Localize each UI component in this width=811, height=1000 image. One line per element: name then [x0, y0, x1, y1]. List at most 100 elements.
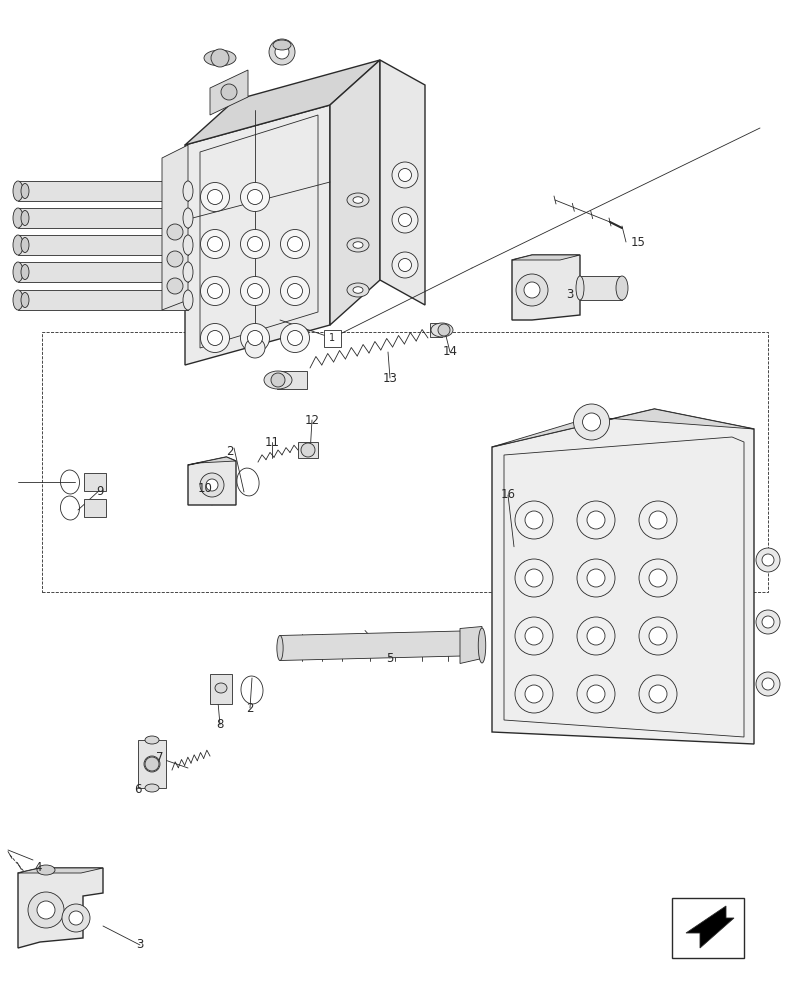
- Ellipse shape: [182, 290, 193, 310]
- Circle shape: [525, 511, 543, 529]
- Circle shape: [280, 276, 309, 306]
- Circle shape: [638, 501, 676, 539]
- Circle shape: [206, 479, 217, 491]
- Ellipse shape: [575, 276, 583, 300]
- Circle shape: [69, 911, 83, 925]
- Ellipse shape: [353, 242, 363, 248]
- Ellipse shape: [144, 756, 160, 772]
- Text: 7: 7: [156, 752, 164, 764]
- Polygon shape: [210, 70, 247, 115]
- Circle shape: [648, 685, 666, 703]
- Text: 10: 10: [197, 482, 212, 494]
- Circle shape: [581, 413, 600, 431]
- Circle shape: [167, 224, 182, 240]
- Ellipse shape: [13, 181, 23, 201]
- Text: 8: 8: [216, 718, 223, 731]
- Circle shape: [514, 617, 552, 655]
- Polygon shape: [185, 105, 329, 365]
- Circle shape: [208, 190, 222, 205]
- Ellipse shape: [13, 208, 23, 228]
- Ellipse shape: [277, 636, 283, 660]
- Ellipse shape: [272, 40, 290, 50]
- Circle shape: [577, 675, 614, 713]
- Ellipse shape: [182, 235, 193, 255]
- Circle shape: [280, 230, 309, 258]
- Polygon shape: [491, 409, 753, 447]
- Circle shape: [761, 678, 773, 690]
- Text: 2: 2: [226, 445, 234, 458]
- Ellipse shape: [13, 235, 23, 255]
- Circle shape: [586, 569, 604, 587]
- Ellipse shape: [215, 683, 227, 693]
- Ellipse shape: [21, 292, 29, 308]
- Text: 3: 3: [136, 938, 144, 951]
- Circle shape: [514, 559, 552, 597]
- Circle shape: [392, 252, 418, 278]
- Text: 16: 16: [500, 488, 515, 502]
- Polygon shape: [18, 868, 103, 873]
- Polygon shape: [460, 626, 482, 663]
- Circle shape: [247, 284, 262, 298]
- Circle shape: [586, 627, 604, 645]
- Circle shape: [245, 338, 264, 358]
- Ellipse shape: [264, 371, 292, 389]
- Circle shape: [240, 183, 269, 212]
- Polygon shape: [18, 235, 188, 255]
- Circle shape: [648, 511, 666, 529]
- Polygon shape: [491, 409, 753, 744]
- Circle shape: [247, 190, 262, 205]
- Ellipse shape: [616, 276, 627, 300]
- Polygon shape: [685, 906, 733, 948]
- Circle shape: [200, 230, 230, 258]
- Circle shape: [392, 207, 418, 233]
- Bar: [84, 473, 106, 491]
- Polygon shape: [512, 255, 579, 260]
- Circle shape: [37, 901, 55, 919]
- Circle shape: [586, 511, 604, 529]
- Text: 6: 6: [134, 783, 142, 796]
- Text: 13: 13: [382, 371, 397, 384]
- Ellipse shape: [346, 283, 368, 297]
- Polygon shape: [188, 457, 236, 465]
- Circle shape: [247, 330, 262, 346]
- Circle shape: [211, 49, 229, 67]
- Circle shape: [200, 473, 224, 497]
- Text: 3: 3: [565, 288, 573, 302]
- Circle shape: [648, 569, 666, 587]
- Circle shape: [268, 39, 294, 65]
- Circle shape: [287, 330, 303, 346]
- Text: 4: 4: [34, 861, 41, 874]
- Circle shape: [523, 282, 539, 298]
- Polygon shape: [329, 60, 380, 325]
- Circle shape: [755, 672, 779, 696]
- Ellipse shape: [478, 628, 485, 663]
- Ellipse shape: [13, 262, 23, 282]
- Bar: [138, 740, 165, 788]
- Polygon shape: [188, 457, 236, 505]
- Circle shape: [240, 276, 269, 306]
- Ellipse shape: [182, 208, 193, 228]
- Polygon shape: [185, 60, 380, 145]
- Circle shape: [28, 892, 64, 928]
- Ellipse shape: [145, 736, 159, 744]
- Circle shape: [638, 559, 676, 597]
- Circle shape: [200, 183, 230, 212]
- Circle shape: [247, 236, 262, 251]
- Circle shape: [208, 284, 222, 298]
- Polygon shape: [18, 868, 103, 948]
- Circle shape: [638, 617, 676, 655]
- Circle shape: [525, 685, 543, 703]
- Text: 14: 14: [442, 345, 457, 358]
- Ellipse shape: [346, 193, 368, 207]
- Polygon shape: [280, 630, 482, 660]
- Ellipse shape: [21, 184, 29, 198]
- Circle shape: [577, 559, 614, 597]
- Circle shape: [62, 904, 90, 932]
- Circle shape: [287, 236, 303, 251]
- Circle shape: [398, 258, 411, 271]
- Ellipse shape: [182, 262, 193, 282]
- Ellipse shape: [13, 290, 23, 310]
- Bar: [42, 332, 767, 592]
- Polygon shape: [18, 181, 188, 201]
- Ellipse shape: [21, 237, 29, 252]
